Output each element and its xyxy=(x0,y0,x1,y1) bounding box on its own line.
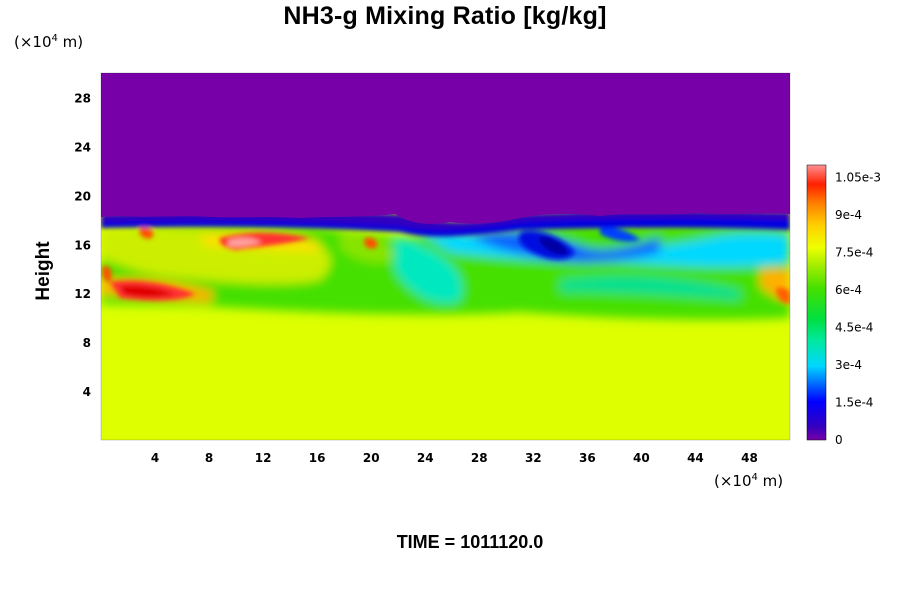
x-tick-label: 24 xyxy=(417,451,434,465)
x-tick-label: 44 xyxy=(687,451,704,465)
plot-frame xyxy=(100,72,791,441)
x-tick-label: 8 xyxy=(205,451,213,465)
field-mixing-layer xyxy=(101,223,790,320)
field-detail xyxy=(101,210,790,304)
x-axis-ticks: 4 8 12 16 20 24 28 32 36 40 44 48 xyxy=(151,451,758,465)
x-tick-label: 16 xyxy=(309,451,326,465)
y-axis-unit: (×104 m) xyxy=(14,33,84,51)
colorbar-tick-label: 9e-4 xyxy=(835,208,862,222)
colorbar-tick-label: 1.05e-3 xyxy=(835,171,881,185)
heatmap-field xyxy=(101,73,790,440)
colorbar-tick-label: 1.5e-4 xyxy=(835,396,873,410)
x-tick-label: 20 xyxy=(363,451,380,465)
time-label: TIME = 1011120.0 xyxy=(396,532,544,552)
y-tick-label: 4 xyxy=(83,385,91,399)
chart-title: NH3-g Mixing Ratio [kg/kg] xyxy=(283,2,607,30)
x-tick-label: 28 xyxy=(471,451,488,465)
x-tick-label: 40 xyxy=(633,451,650,465)
y-tick-label: 28 xyxy=(74,91,91,105)
colorbar-tick-label: 4.5e-4 xyxy=(835,321,873,335)
x-tick-label: 32 xyxy=(525,451,542,465)
colorbar-ticks: 0 1.5e-4 3e-4 4.5e-4 6e-4 7.5e-4 9e-4 1.05e-3 xyxy=(835,171,881,448)
field-upper-layer xyxy=(101,73,790,224)
y-tick-label: 16 xyxy=(74,238,91,252)
colorbar xyxy=(806,164,827,441)
colorbar-tick-label: 0 xyxy=(835,433,843,447)
x-tick-label: 4 xyxy=(151,451,159,465)
x-axis-unit: (×104 m) xyxy=(714,472,784,490)
colorbar-tick-label: 3e-4 xyxy=(835,358,862,372)
colorbar-tick-label: 6e-4 xyxy=(835,283,862,297)
x-tick-label: 48 xyxy=(741,451,758,465)
colorbar-tick-label: 7.5e-4 xyxy=(835,246,873,260)
y-tick-label: 20 xyxy=(74,189,91,203)
x-tick-label: 36 xyxy=(579,451,596,465)
x-tick-label: 12 xyxy=(255,451,272,465)
y-tick-label: 24 xyxy=(74,140,91,154)
y-tick-label: 8 xyxy=(83,336,91,350)
y-tick-label: 12 xyxy=(74,287,91,301)
y-axis-ticks: 4 8 12 16 20 24 28 xyxy=(74,91,91,399)
